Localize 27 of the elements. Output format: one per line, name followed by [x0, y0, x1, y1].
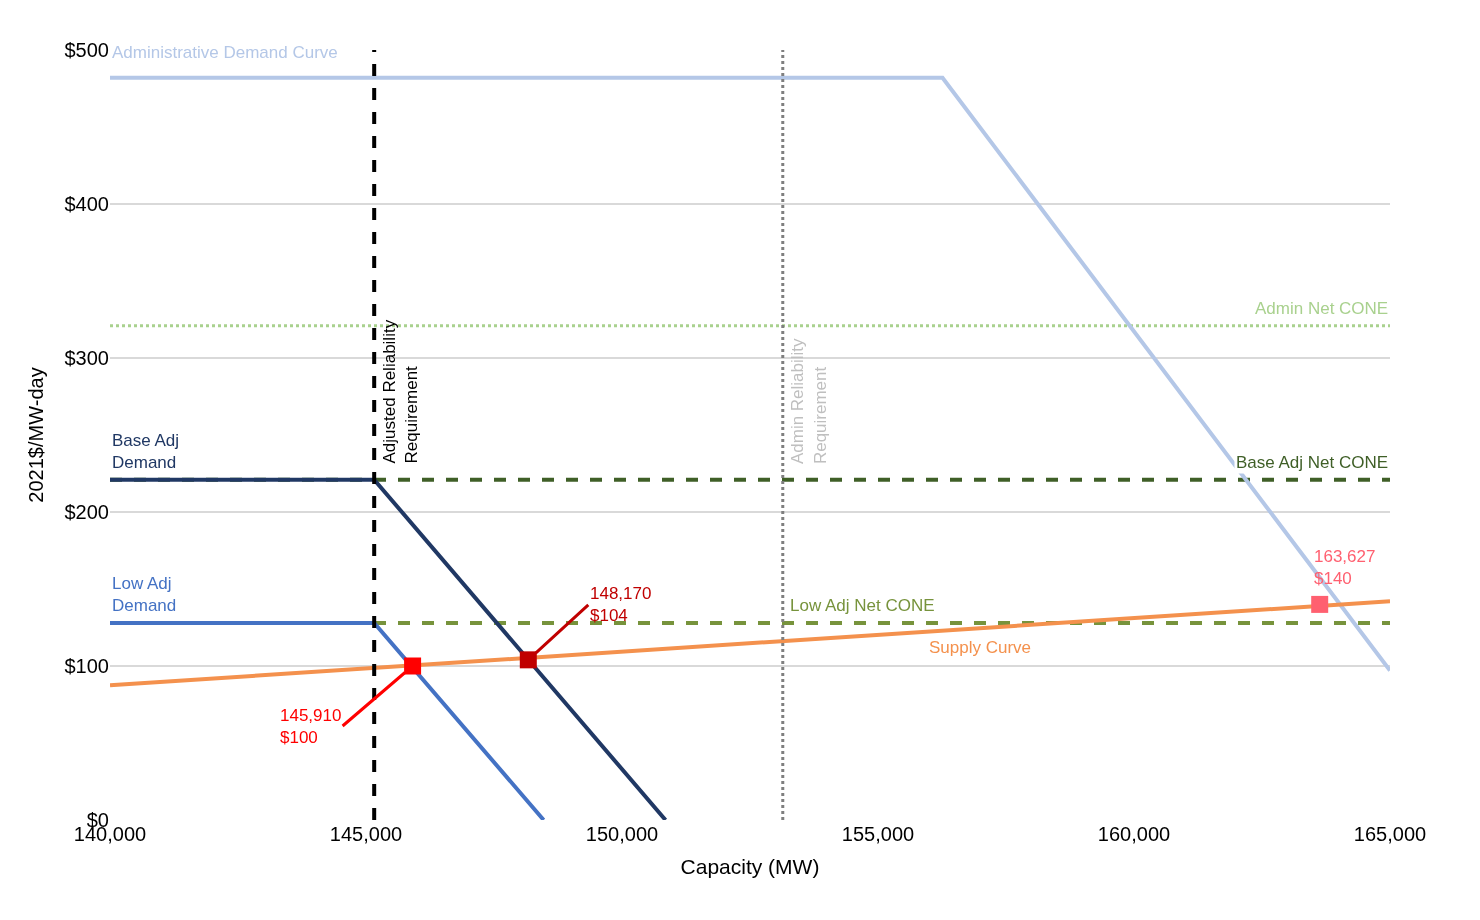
annotation: 163,627 $140	[1314, 547, 1376, 589]
x-tick-label: 160,000	[1097, 823, 1171, 845]
series-label: Base Adj Demand	[112, 431, 180, 473]
ref-line-label: Low Adj Net CONE	[790, 596, 935, 615]
point	[1311, 595, 1329, 613]
x-axis-title: Capacity (MW)	[680, 855, 820, 879]
annotation: 145,910 $100	[280, 706, 342, 748]
y-tick-label: $500	[64, 39, 109, 61]
x-tick-label: 155,000	[841, 823, 915, 845]
y-tick-label: $200	[64, 501, 109, 523]
ref-line-label: Admin Reliability Requirement	[788, 337, 830, 465]
x-tick-label: 165,000	[1353, 823, 1427, 845]
ref-line-label: Admin Net CONE	[1255, 299, 1389, 318]
annotation: 148,170 $104	[590, 584, 652, 626]
ref-line-label: Base Adj Net CONE	[1236, 453, 1389, 472]
point	[404, 657, 422, 675]
series-label: Low Adj Demand	[112, 574, 177, 616]
y-tick-label: $300	[64, 347, 109, 369]
x-tick-label: 145,000	[329, 823, 403, 845]
y-tick-label: $100	[64, 655, 109, 677]
y-axis-title: 2021$/MW-day	[25, 367, 47, 503]
point	[519, 651, 537, 669]
y-tick-label: $400	[64, 193, 109, 215]
ref-line-label: Adjusted Reliability Requirement	[379, 319, 421, 464]
series-label: Supply Curve	[929, 638, 1032, 657]
x-tick-label: 150,000	[585, 823, 659, 845]
series-label: Administrative Demand Curve	[112, 43, 338, 62]
